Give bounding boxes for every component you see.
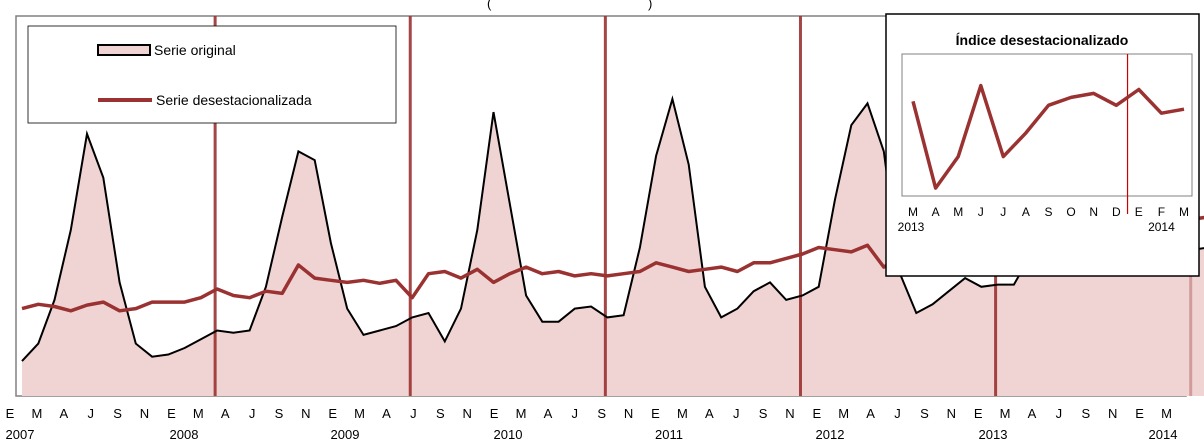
x-year-label: 2008	[170, 427, 199, 442]
x-tick-label: M	[354, 406, 365, 421]
inset-x-tick-label: S	[1044, 205, 1052, 219]
x-tick-label: M	[677, 406, 688, 421]
x-tick-label: E	[651, 406, 660, 421]
legend: Serie original Serie desestacionalizada	[27, 25, 397, 124]
x-tick-label: A	[59, 406, 68, 421]
inset-title: Índice desestacionalizado	[956, 32, 1129, 48]
x-tick-label: N	[624, 406, 633, 421]
x-tick-label: A	[866, 406, 875, 421]
x-tick-label: E	[812, 406, 821, 421]
x-tick-label: E	[974, 406, 983, 421]
inset-x-tick-label: A	[932, 205, 940, 219]
x-tick-label: N	[140, 406, 149, 421]
x-tick-label: N	[301, 406, 310, 421]
x-tick-label: E	[490, 406, 499, 421]
x-tick-label: A	[1028, 406, 1037, 421]
x-tick-label: J	[410, 406, 417, 421]
x-tick-label: E	[6, 406, 15, 421]
inset-x-tick-label: A	[1022, 205, 1030, 219]
legend-label-original: Serie original	[154, 42, 236, 58]
x-year-label: 2010	[494, 427, 523, 442]
inset-x-tick-label: N	[1089, 205, 1098, 219]
x-tick-label: S	[1081, 406, 1090, 421]
x-year-label: 2007	[6, 427, 35, 442]
x-tick-label: S	[759, 406, 768, 421]
x-tick-label: A	[221, 406, 230, 421]
inset-year-label: 2014	[1148, 220, 1175, 234]
x-tick-label: A	[544, 406, 553, 421]
x-tick-label: J	[733, 406, 740, 421]
x-year-label: 2012	[816, 427, 845, 442]
x-tick-label: N	[463, 406, 472, 421]
x-year-label: 2009	[331, 427, 360, 442]
x-tick-label: S	[920, 406, 929, 421]
legend-label-deseasonalized: Serie desestacionalizada	[156, 92, 312, 108]
x-tick-label: J	[572, 406, 579, 421]
x-tick-label: M	[31, 406, 42, 421]
x-tick-label: M	[1000, 406, 1011, 421]
inset-x-tick-label: M	[908, 205, 918, 219]
x-tick-label: E	[167, 406, 176, 421]
x-tick-label: E	[1135, 406, 1144, 421]
x-tick-label: M	[1161, 406, 1172, 421]
x-tick-label: S	[275, 406, 284, 421]
inset-chart: Índice desestacionalizado M A M J J A S O N D E F M2…	[885, 13, 1200, 277]
x-tick-label: M	[516, 406, 527, 421]
inset-series-line	[911, 83, 1185, 190]
series-original-area	[22, 50, 1204, 396]
x-year-label: 2011	[655, 427, 683, 442]
inset-x-tick-label: M	[953, 205, 963, 219]
x-tick-label: S	[597, 406, 606, 421]
inset-x-tick-label: J	[1000, 205, 1006, 219]
legend-swatch-original	[97, 44, 151, 56]
legend-box	[27, 25, 397, 124]
x-tick-label: N	[1108, 406, 1117, 421]
x-tick-label: A	[382, 406, 391, 421]
inset-x-tick-label: O	[1066, 205, 1075, 219]
x-year-label: 2013	[979, 427, 1008, 442]
x-tick-label: N	[947, 406, 956, 421]
inset-year-label: 2013	[898, 220, 925, 234]
x-tick-label: J	[249, 406, 256, 421]
x-year-label: 2014	[1149, 427, 1178, 442]
inset-plot-area	[901, 53, 1193, 197]
inset-x-tick-label: F	[1158, 205, 1165, 219]
x-tick-label: E	[328, 406, 337, 421]
x-tick-label: A	[705, 406, 714, 421]
inset-x-tick-label: E	[1135, 205, 1143, 219]
x-tick-label: N	[785, 406, 794, 421]
inset-x-tick-label: M	[1179, 205, 1189, 219]
x-tick-label: M	[193, 406, 204, 421]
inset-x-tick-label: D	[1112, 205, 1121, 219]
inset-x-tick-label: J	[978, 205, 984, 219]
x-tick-label: J	[87, 406, 94, 421]
x-tick-label: M	[838, 406, 849, 421]
chart-title-fragment: (	[487, 0, 492, 11]
x-tick-label: S	[113, 406, 122, 421]
chart-title-fragment-end: )	[648, 0, 652, 11]
x-tick-label: J	[1056, 406, 1063, 421]
x-tick-label: J	[894, 406, 901, 421]
x-tick-label: S	[436, 406, 445, 421]
